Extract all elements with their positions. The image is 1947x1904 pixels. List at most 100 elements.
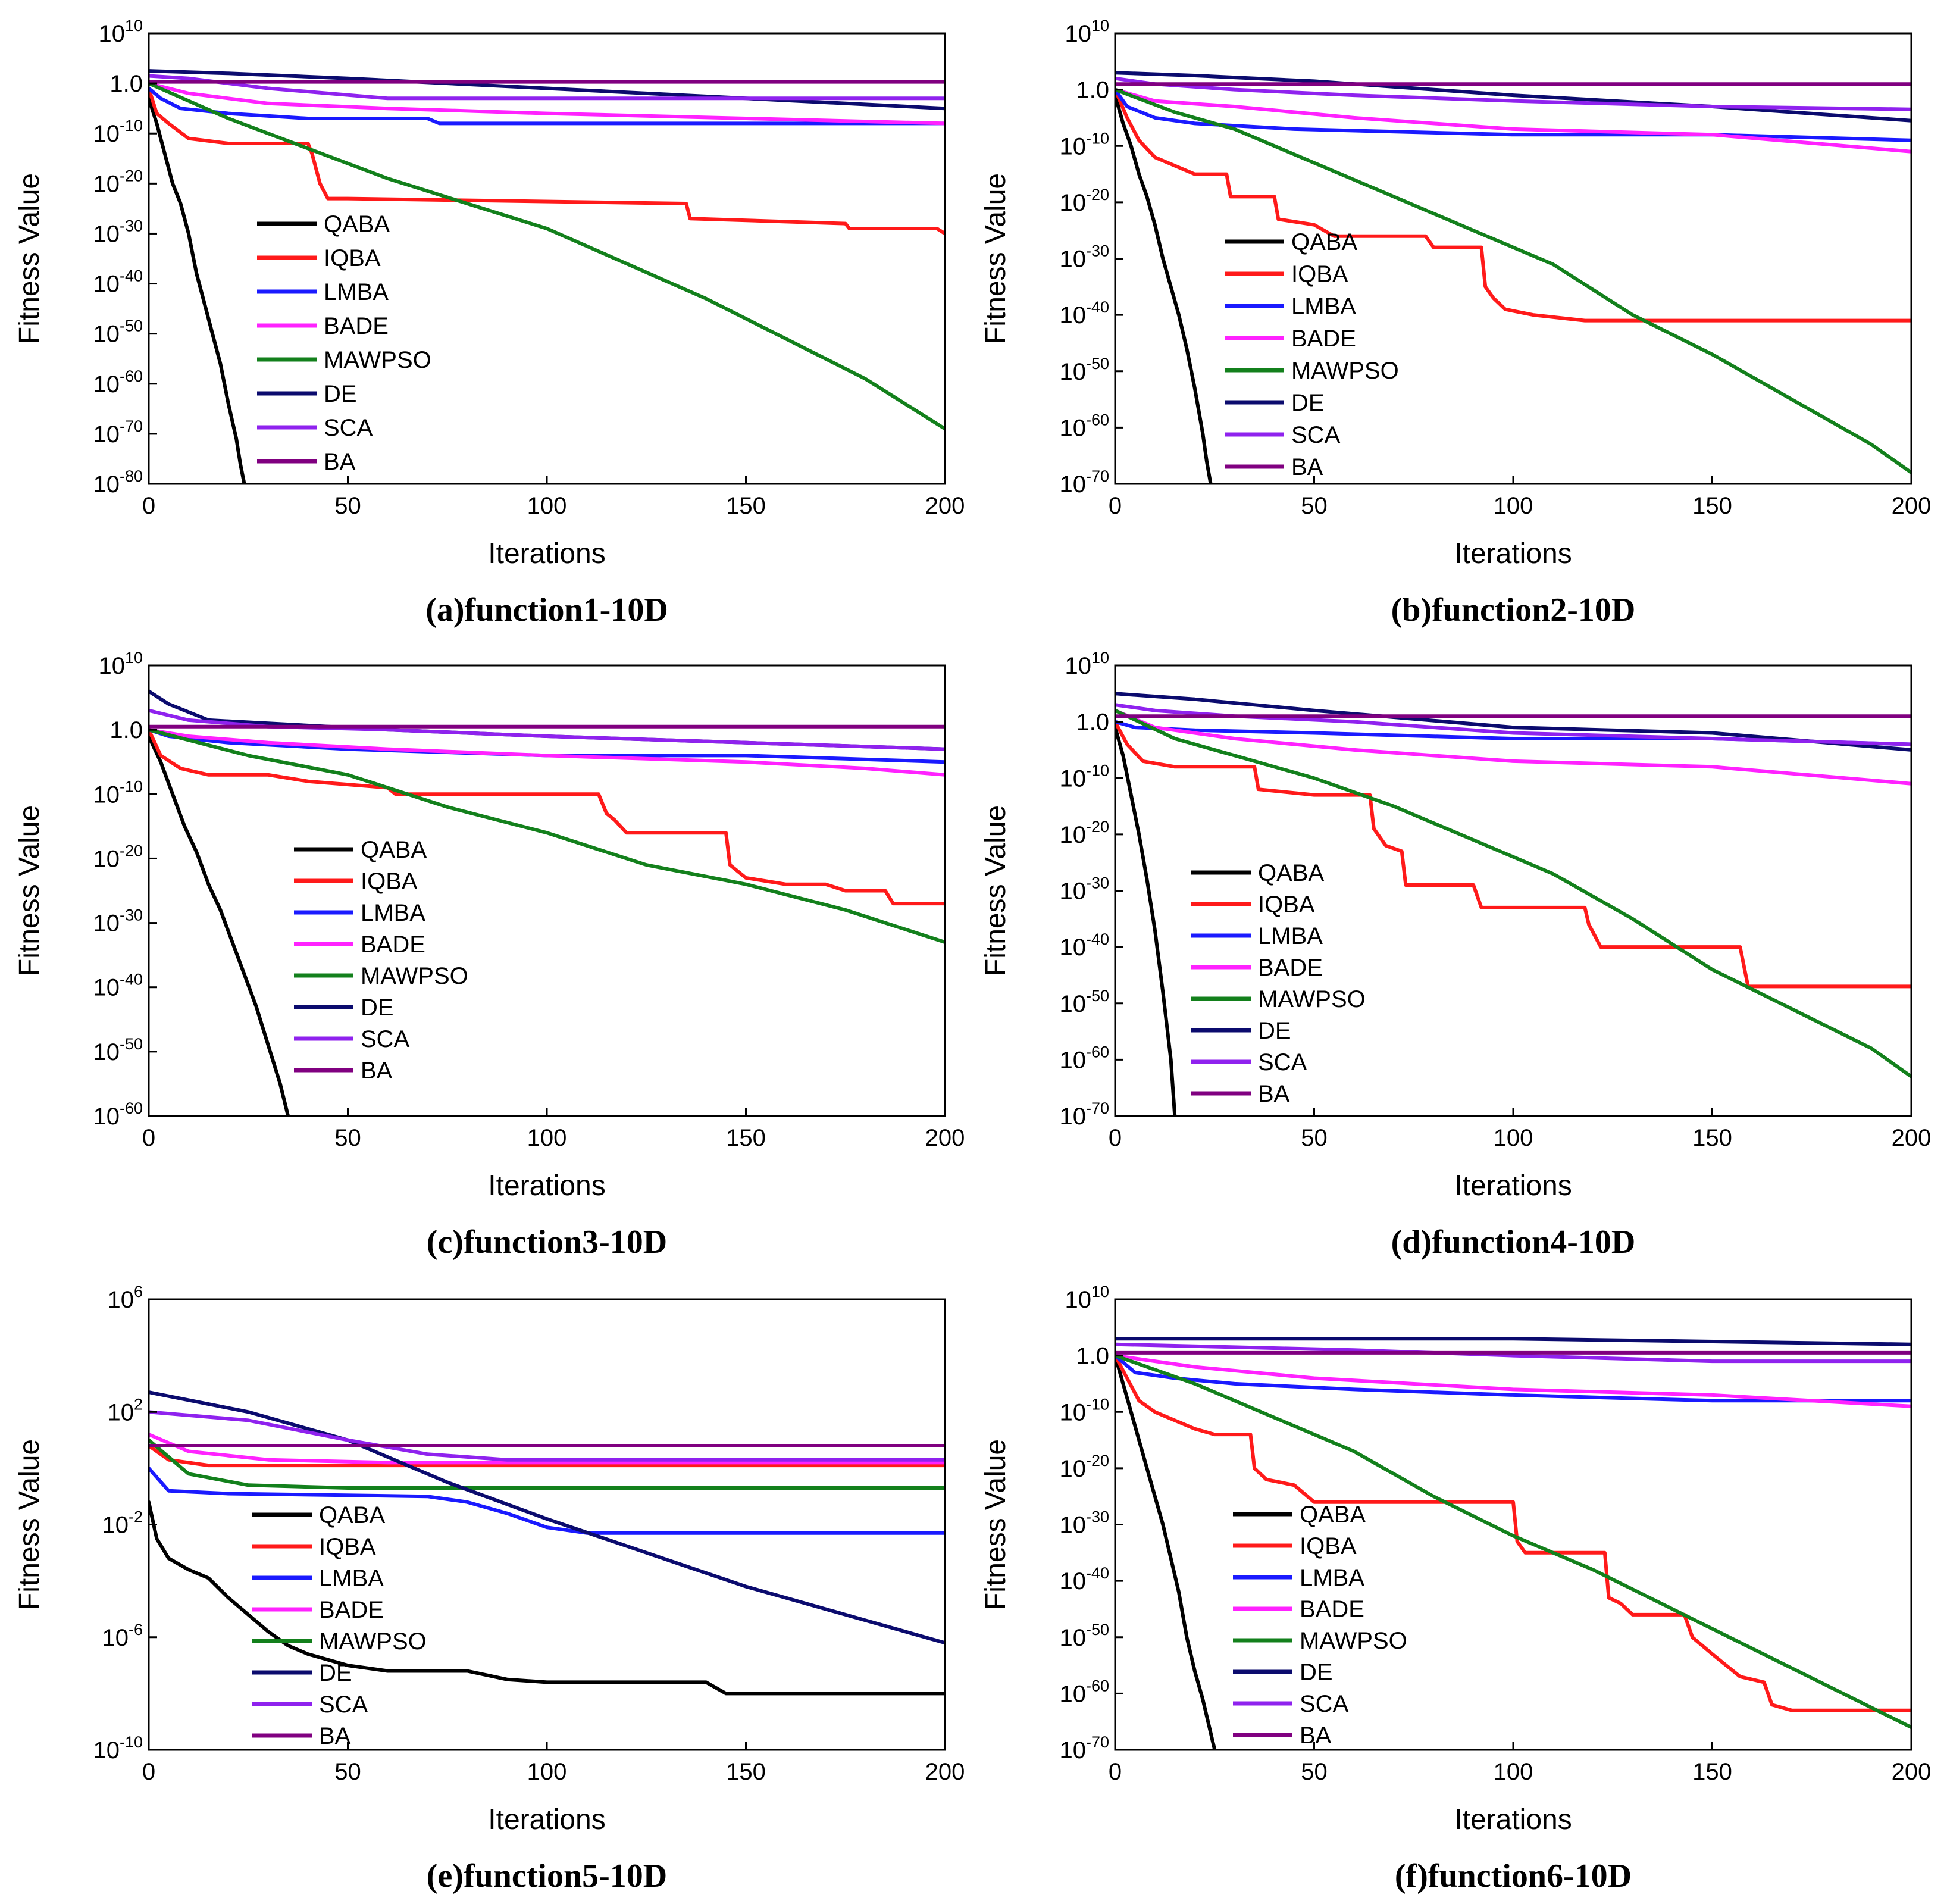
x-tick-label: 100 <box>1494 1125 1533 1151</box>
y-tick-label: 10-30 <box>1059 242 1109 273</box>
x-tick-label: 50 <box>1301 1125 1328 1151</box>
legend: QABA IQBA LMBA BADE MAWPSO DE SCA BA <box>294 837 468 1084</box>
series-line-iqba <box>1115 1353 1911 1712</box>
legend-label-qaba: QABA <box>1258 860 1324 886</box>
y-tick-label: 10-30 <box>1059 1508 1109 1539</box>
x-tick-label: 50 <box>1301 1759 1328 1785</box>
series-line-bade <box>1115 1353 1911 1408</box>
series-line-lmba <box>149 86 945 126</box>
y-tick-label: 1.0 <box>1076 1343 1109 1370</box>
legend-label-bade: BADE <box>1291 326 1356 352</box>
legend-label-sca: SCA <box>1258 1049 1307 1076</box>
y-tick-label: 1010 <box>1065 17 1109 47</box>
legend: QABA IQBA LMBA BADE MAWPSO DE SCA BA <box>1225 229 1399 480</box>
legend: QABA IQBA LMBA BADE MAWPSO DE SCA BA <box>1191 860 1366 1107</box>
y-tick-label: 1.0 <box>1076 709 1109 736</box>
y-tick-label: 10-40 <box>1059 1564 1109 1595</box>
legend-label-ba: BA <box>319 1723 351 1749</box>
panel-caption: (b)function2-10D <box>1391 592 1636 629</box>
series-line-iqba <box>149 86 945 236</box>
series-line-sca <box>149 74 945 101</box>
x-tick-label: 100 <box>527 1759 567 1785</box>
x-tick-label: 150 <box>726 493 766 519</box>
legend: QABA IQBA LMBA BADE MAWPSO DE SCA BA <box>1233 1502 1407 1749</box>
y-tick-label: 1010 <box>98 649 143 679</box>
legend-label-iqba: IQBA <box>1300 1533 1357 1559</box>
y-tick-label: 10-20 <box>1059 818 1109 848</box>
x-axis-label: Iterations <box>1454 1804 1572 1836</box>
y-tick-label: 10-20 <box>93 842 143 872</box>
y-tick-label: 1010 <box>98 17 143 47</box>
y-tick-label: 10-10 <box>93 117 143 147</box>
legend-label-iqba: IQBA <box>361 868 418 895</box>
legend-label-bade: BADE <box>324 313 389 339</box>
legend-label-mawpso: MAWPSO <box>361 963 468 989</box>
y-tick-label: 1.0 <box>1076 77 1109 104</box>
series-line-qaba <box>149 1500 945 1696</box>
legend-label-ba: BA <box>1258 1081 1290 1107</box>
y-tick-label: 10-50 <box>93 1035 143 1065</box>
y-axis-label: Fitness Value <box>14 1439 45 1610</box>
x-tick-label: 200 <box>1892 1125 1932 1151</box>
series-line-mawpso <box>149 1438 945 1490</box>
y-tick-label: 10-60 <box>93 1099 143 1130</box>
panel-caption: (a)function1-10D <box>425 592 668 629</box>
y-tick-label: 10-20 <box>1059 1452 1109 1482</box>
x-tick-label: 0 <box>142 1759 155 1785</box>
legend-label-qaba: QABA <box>361 837 427 863</box>
y-tick-label: 106 <box>107 1283 143 1313</box>
series-line-de <box>1115 692 1911 752</box>
y-axis-label: Fitness Value <box>980 1439 1012 1610</box>
x-tick-label: 50 <box>334 493 361 519</box>
legend-label-iqba: IQBA <box>1258 892 1315 918</box>
series-line-de <box>1115 1337 1911 1346</box>
legend-label-de: DE <box>1258 1018 1291 1044</box>
panel-function6: 0 50 100 150 200 1010 1.0 10-10 10-20 10-30 10-40 1… <box>980 1283 1931 1894</box>
legend-label-mawpso: MAWPSO <box>319 1628 427 1655</box>
panel-function5: 0 50 100 150 200 106 102 10-2 10-6 10-10 Iteration… <box>14 1283 965 1894</box>
legend-label-qaba: QABA <box>1300 1502 1366 1528</box>
y-tick-label: 10-70 <box>1059 1099 1109 1130</box>
series-group <box>1115 71 1911 484</box>
series-line-qaba <box>1115 93 1213 484</box>
x-tick-label: 100 <box>527 493 567 519</box>
series-line-iqba <box>149 1444 945 1468</box>
y-tick-label: 10-6 <box>102 1621 143 1651</box>
series-line-mawpso <box>1115 708 1911 1078</box>
y-tick-label: 1010 <box>1065 649 1109 679</box>
y-tick-label: 10-60 <box>1059 1677 1109 1707</box>
y-axis-label: Fitness Value <box>14 805 45 976</box>
legend: QABA IQBA LMBA BADE MAWPSO DE SCA BA <box>257 211 431 475</box>
legend-label-iqba: IQBA <box>1291 261 1348 287</box>
series-line-sca <box>1115 703 1911 746</box>
y-tick-label: 102 <box>107 1395 143 1425</box>
y-tick-label: 10-20 <box>93 167 143 197</box>
x-tick-label: 0 <box>142 1125 155 1151</box>
series-line-qaba <box>1115 1353 1217 1750</box>
y-tick-label: 10-50 <box>93 317 143 348</box>
y-tick-label: 10-50 <box>1059 1621 1109 1651</box>
x-axis-label: Iterations <box>488 1170 605 1202</box>
legend-label-iqba: IQBA <box>324 245 381 271</box>
y-tick-label: 10-60 <box>93 367 143 398</box>
legend-label-lmba: LMBA <box>324 279 389 305</box>
legend-label-sca: SCA <box>1291 422 1341 448</box>
y-axis-label: Fitness Value <box>980 805 1012 976</box>
y-axis-label: Fitness Value <box>14 173 45 344</box>
x-tick-label: 0 <box>1109 493 1122 519</box>
panel-caption: (c)function3-10D <box>427 1224 667 1261</box>
x-tick-label: 50 <box>334 1125 361 1151</box>
x-tick-label: 200 <box>1892 493 1932 519</box>
x-tick-label: 200 <box>925 493 965 519</box>
panel-caption: (f)function6-10D <box>1395 1858 1632 1894</box>
legend-label-bade: BADE <box>319 1597 384 1623</box>
legend-label-de: DE <box>324 381 357 407</box>
legend-label-sca: SCA <box>324 415 373 441</box>
legend-label-qaba: QABA <box>324 211 390 237</box>
x-tick-label: 50 <box>1301 493 1328 519</box>
series-line-lmba <box>1115 87 1911 142</box>
panel-function2: 0 50 100 150 200 1010 1.0 10-10 10-20 10-30 10-40 1… <box>980 17 1931 629</box>
legend-label-de: DE <box>1291 390 1325 416</box>
x-tick-label: 0 <box>142 493 155 519</box>
series-line-iqba <box>1115 720 1911 989</box>
